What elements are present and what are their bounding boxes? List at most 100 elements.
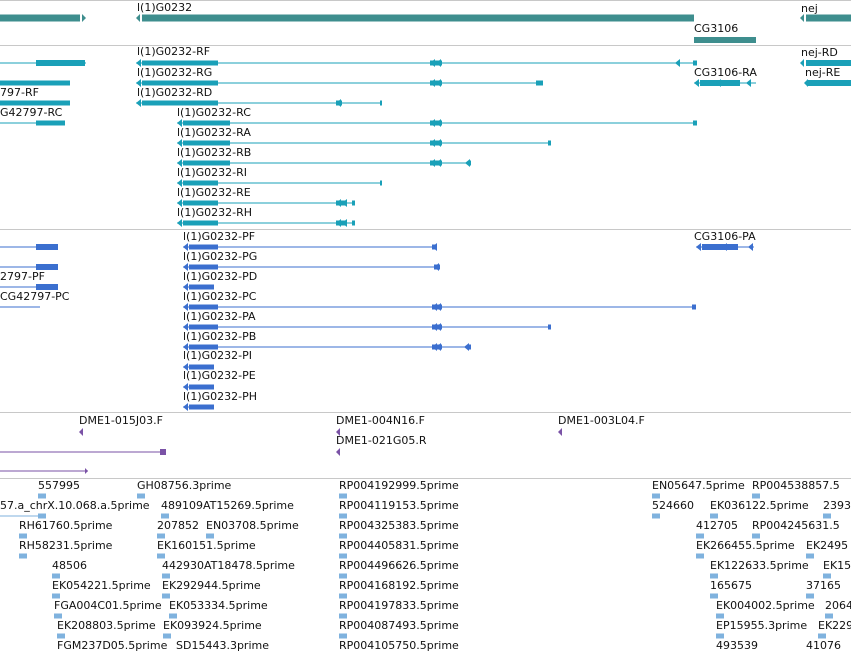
est-label[interactable]: EK004002.5prime: [716, 599, 815, 612]
transcript-label[interactable]: l(1)G0232-RD: [137, 86, 213, 99]
est-label[interactable]: EK122633.5prime: [710, 559, 809, 572]
est-label[interactable]: EK053334.5prime: [169, 599, 268, 612]
gene-bar: [806, 14, 851, 22]
est-label[interactable]: 165675: [710, 579, 752, 592]
protein-label[interactable]: l(1)G0232-PI: [183, 349, 253, 362]
est-label[interactable]: EK292944.5prime: [162, 579, 261, 592]
est-label[interactable]: 412705: [696, 519, 738, 532]
est-label[interactable]: RP004192999.5prime: [339, 479, 459, 492]
est-label[interactable]: RP004105750.5prime: [339, 639, 459, 652]
exon-block: [189, 304, 218, 310]
est-label[interactable]: EK036122.5prime: [710, 499, 809, 512]
transcript-label[interactable]: l(1)G0232-RE: [177, 186, 251, 199]
est-label[interactable]: 557995: [38, 479, 80, 492]
est-marker: [161, 513, 169, 519]
protein-label[interactable]: CG3106-PA: [694, 230, 756, 243]
est-label[interactable]: 37165: [806, 579, 841, 592]
strand-arrow: [748, 243, 753, 251]
transcript-label[interactable]: nej-RD: [801, 46, 838, 59]
exon-block: [189, 244, 218, 250]
transcript-label[interactable]: l(1)G0232-RH: [177, 206, 253, 219]
transcript-label[interactable]: nej-RE: [805, 66, 841, 79]
est-label[interactable]: EK2495: [806, 539, 849, 552]
protein-label[interactable]: CG42797-PC: [0, 290, 70, 303]
transcript-label[interactable]: l(1)G0232-RG: [137, 66, 213, 79]
est-label[interactable]: EP15955.3prime: [716, 619, 808, 632]
est-label[interactable]: RP004168192.5prime: [339, 579, 459, 592]
est-label[interactable]: 57.a_chrX.10.068.a.5prime: [0, 499, 150, 512]
est-label[interactable]: SD15443.3prime: [176, 639, 269, 652]
est-label[interactable]: RH61760.5prime: [19, 519, 113, 532]
gene-arrow: [800, 14, 804, 22]
est-label[interactable]: RH58231.5prime: [19, 539, 113, 552]
est-label[interactable]: 207852: [157, 519, 199, 532]
est-label[interactable]: EN03708.5prime: [206, 519, 299, 532]
clone-label[interactable]: DME1-003L04.F: [558, 414, 645, 427]
est-label[interactable]: RP004325383.5prime: [339, 519, 459, 532]
protein-label[interactable]: l(1)G0232-PB: [183, 330, 257, 343]
transcript-label[interactable]: 797-RF: [0, 86, 39, 99]
est-label[interactable]: RP004119153.5prime: [339, 499, 459, 512]
strand-arrow: [436, 159, 441, 167]
est-label[interactable]: RP004245631.5: [752, 519, 840, 532]
est-label[interactable]: 48506: [52, 559, 87, 572]
est-label[interactable]: 524660: [652, 499, 694, 512]
est-label[interactable]: 2064: [825, 599, 851, 612]
transcript-label[interactable]: l(1)G0232-RB: [177, 146, 252, 159]
est-label[interactable]: EK229: [818, 619, 851, 632]
clone-label[interactable]: DME1-021G05.R: [336, 434, 427, 447]
exon-block: [548, 140, 551, 146]
gene-label[interactable]: l(1)G0232: [137, 1, 193, 14]
gene-arrow: [82, 14, 86, 22]
est-label[interactable]: RP004496626.5prime: [339, 559, 459, 572]
protein-label[interactable]: l(1)G0232-PF: [183, 230, 256, 243]
est-label[interactable]: 493539: [716, 639, 758, 652]
protein-label[interactable]: l(1)G0232-PE: [183, 369, 256, 382]
gene-label[interactable]: nej: [801, 2, 818, 15]
est-marker: [162, 593, 170, 599]
protein-label[interactable]: l(1)G0232-PC: [183, 290, 257, 303]
est-label[interactable]: RP004538857.5: [752, 479, 840, 492]
est-label[interactable]: 41076: [806, 639, 841, 652]
est-label[interactable]: EK054221.5prime: [52, 579, 151, 592]
est-label[interactable]: GH08756.3prime: [137, 479, 232, 492]
est-label[interactable]: EK093924.5prime: [163, 619, 262, 632]
est-label[interactable]: EK266455.5prime: [696, 539, 795, 552]
exon-block: [693, 120, 697, 126]
protein-label[interactable]: l(1)G0232-PA: [183, 310, 256, 323]
exon-block: [0, 100, 70, 106]
protein-label[interactable]: 2797-PF: [0, 270, 45, 283]
est-label[interactable]: 442930AT18478.5prime: [162, 559, 295, 572]
strand-arrow: [136, 79, 141, 87]
est-marker: [339, 553, 347, 559]
est-label[interactable]: RP004197833.5prime: [339, 599, 459, 612]
protein-label[interactable]: l(1)G0232-PG: [183, 250, 258, 263]
est-marker: [716, 633, 724, 639]
gene-bar: [0, 14, 80, 22]
est-label[interactable]: EN05647.5prime: [652, 479, 745, 492]
transcript-label[interactable]: l(1)G0232-RF: [137, 45, 211, 58]
est-label[interactable]: EK15: [823, 559, 851, 572]
clone-label[interactable]: DME1-015J03.F: [79, 414, 163, 427]
transcript-label[interactable]: l(1)G0232-RI: [177, 166, 248, 179]
strand-arrow: [436, 79, 441, 87]
clone-label[interactable]: DME1-004N16.F: [336, 414, 425, 427]
est-label[interactable]: 2393: [823, 499, 851, 512]
est-label[interactable]: RP004405831.5prime: [339, 539, 459, 552]
est-label[interactable]: EK160151.5prime: [157, 539, 256, 552]
protein-label[interactable]: l(1)G0232-PH: [183, 390, 258, 403]
transcript-label[interactable]: l(1)G0232-RA: [177, 126, 251, 139]
est-label[interactable]: FGA004C01.5prime: [54, 599, 162, 612]
est-label[interactable]: EK208803.5prime: [57, 619, 156, 632]
transcript-label[interactable]: G42797-RC: [0, 106, 63, 119]
gene-label[interactable]: CG3106: [694, 22, 739, 35]
est-label[interactable]: 489109AT15269.5prime: [161, 499, 294, 512]
protein-label[interactable]: l(1)G0232-PD: [183, 270, 258, 283]
strand-arrow: [696, 243, 701, 251]
strand-arrow: [436, 139, 441, 147]
transcript-label[interactable]: CG3106-RA: [694, 66, 757, 79]
strand-arrow: [177, 219, 182, 227]
transcript-label[interactable]: l(1)G0232-RC: [177, 106, 251, 119]
est-label[interactable]: RP004087493.5prime: [339, 619, 459, 632]
est-label[interactable]: FGM237D05.5prime: [57, 639, 168, 652]
